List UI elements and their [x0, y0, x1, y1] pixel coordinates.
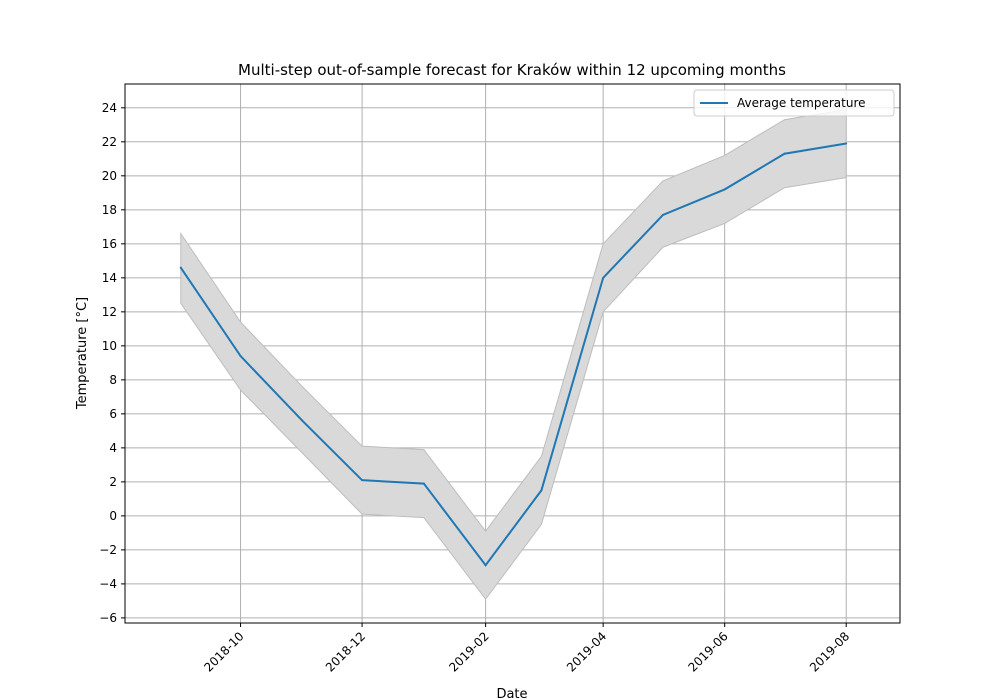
series-line	[179, 142, 847, 567]
y-tick-label: 2	[109, 475, 117, 489]
y-tick-label: 8	[109, 373, 117, 387]
data-point	[361, 479, 364, 482]
y-axis-label: Temperature [°C]	[75, 297, 90, 410]
y-tick-label: 12	[102, 305, 117, 319]
y-tick-label: 18	[102, 203, 117, 217]
y-tick-label: 24	[102, 101, 117, 115]
data-point	[301, 419, 304, 422]
confidence-band	[180, 108, 847, 601]
y-tick-label: 10	[102, 339, 117, 353]
plot-frame	[124, 83, 901, 624]
chart-title: Multi-step out-of-sample forecast for Kr…	[238, 61, 786, 79]
y-tick-label: 22	[102, 135, 117, 149]
data-point	[422, 482, 425, 485]
x-tick-label: 2019-04	[564, 629, 609, 674]
x-tick-label: 2018-10	[201, 629, 246, 674]
x-tick-label: 2018-12	[323, 629, 368, 674]
series-lines	[179, 142, 848, 567]
x-axis-ticks: 2018-10 2018-12 2019-02 2019-04 2019-06 2019-…	[201, 623, 852, 675]
data-point	[661, 213, 664, 216]
legend-box	[693, 89, 895, 117]
x-tick-label: 2019-06	[685, 629, 730, 674]
legend-label: Average temperature	[737, 96, 866, 110]
data-point	[602, 276, 605, 279]
y-tick-label: −4	[99, 577, 117, 591]
data-point	[540, 489, 543, 492]
x-axis-label: Date	[496, 687, 527, 700]
y-tick-label: 0	[109, 509, 117, 523]
y-tick-label: 4	[109, 441, 117, 455]
y-tick-label: 16	[102, 237, 117, 251]
y-tick-label: −6	[99, 611, 117, 625]
y-tick-label: 20	[102, 169, 117, 183]
confidence-bands	[180, 108, 847, 601]
data-point	[723, 188, 726, 191]
y-tick-label: 6	[109, 407, 117, 421]
legend: Average temperature	[693, 89, 895, 117]
y-tick-label: −2	[99, 543, 117, 557]
y-tick-label: 14	[102, 271, 117, 285]
data-point	[845, 142, 848, 145]
x-tick-label: 2019-08	[807, 629, 852, 674]
data-point	[239, 355, 242, 358]
data-point	[783, 152, 786, 155]
plot-area	[124, 83, 901, 624]
data-point	[179, 266, 182, 269]
x-tick-label: 2019-02	[446, 629, 491, 674]
data-point	[484, 564, 487, 567]
